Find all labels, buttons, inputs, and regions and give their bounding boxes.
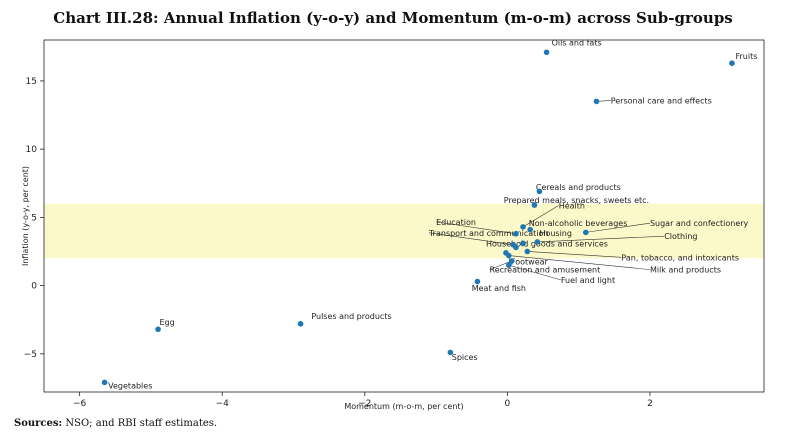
sources-text: NSO; and RBI staff estimates. (62, 418, 217, 429)
data-point (729, 60, 735, 66)
data-point (506, 262, 512, 268)
data-point (527, 227, 533, 233)
x-tick-label: −4 (216, 399, 230, 409)
point-label: Pan, tobacco, and intoxicants (621, 253, 739, 262)
y-tick-label: 10 (26, 145, 38, 155)
y-tick-label: 5 (31, 213, 37, 223)
point-label: Meat and fish (472, 284, 526, 293)
x-tick-label: 0 (504, 399, 510, 409)
point-label: Spices (452, 353, 478, 362)
point-label: Non-alcoholic beverages (529, 219, 628, 228)
point-label: Sugar and confectionery (650, 219, 749, 228)
data-point (583, 230, 589, 236)
point-label: Household goods and services (486, 240, 608, 249)
data-point (102, 380, 108, 386)
data-point (448, 350, 454, 356)
point-label: Fruits (735, 52, 757, 61)
point-label: Personal care and effects (611, 96, 712, 105)
point-label: Milk and products (650, 266, 721, 275)
x-tick-label: −6 (73, 399, 87, 409)
data-point (537, 189, 543, 195)
data-point (513, 231, 519, 237)
point-label: Clothing (664, 232, 697, 241)
data-point (475, 279, 481, 285)
point-label: Vegetables (108, 382, 152, 391)
point-label: Fuel and light (561, 276, 615, 285)
data-point (520, 224, 526, 230)
sources-note: Sources: NSO; and RBI staff estimates. (14, 418, 217, 429)
point-label: Recreation and amusement (490, 266, 601, 275)
point-label: Cereals and products (536, 183, 621, 192)
data-point (513, 245, 519, 251)
point-label: Egg (159, 318, 174, 327)
y-tick-label: 0 (31, 282, 37, 292)
data-point (525, 249, 531, 255)
data-point (544, 49, 550, 55)
y-axis-label: Inflation (y-o-y, per cent) (21, 166, 30, 266)
data-point (506, 253, 512, 259)
data-point (155, 326, 161, 332)
point-label: Oils and fats (552, 38, 602, 47)
point-label: Housing (539, 229, 572, 238)
point-label: Health (559, 201, 585, 210)
scatter-chart: −6 −4 −2 0 2−5051015Momentum (m-o-m, per cen… (0, 0, 786, 445)
data-point (298, 321, 304, 327)
data-point (594, 99, 600, 105)
sources-label: Sources: (14, 418, 62, 429)
x-axis-label: Momentum (m-o-m, per cent) (344, 402, 463, 411)
data-point (535, 239, 541, 245)
point-label: Education (436, 218, 476, 227)
data-point (532, 202, 538, 208)
tolerance-band (44, 204, 764, 259)
y-tick-label: 15 (26, 77, 37, 87)
y-tick-label: −5 (24, 350, 37, 360)
data-point (520, 240, 526, 246)
x-tick-label: 2 (647, 399, 653, 409)
point-label: Pulses and products (311, 312, 391, 321)
